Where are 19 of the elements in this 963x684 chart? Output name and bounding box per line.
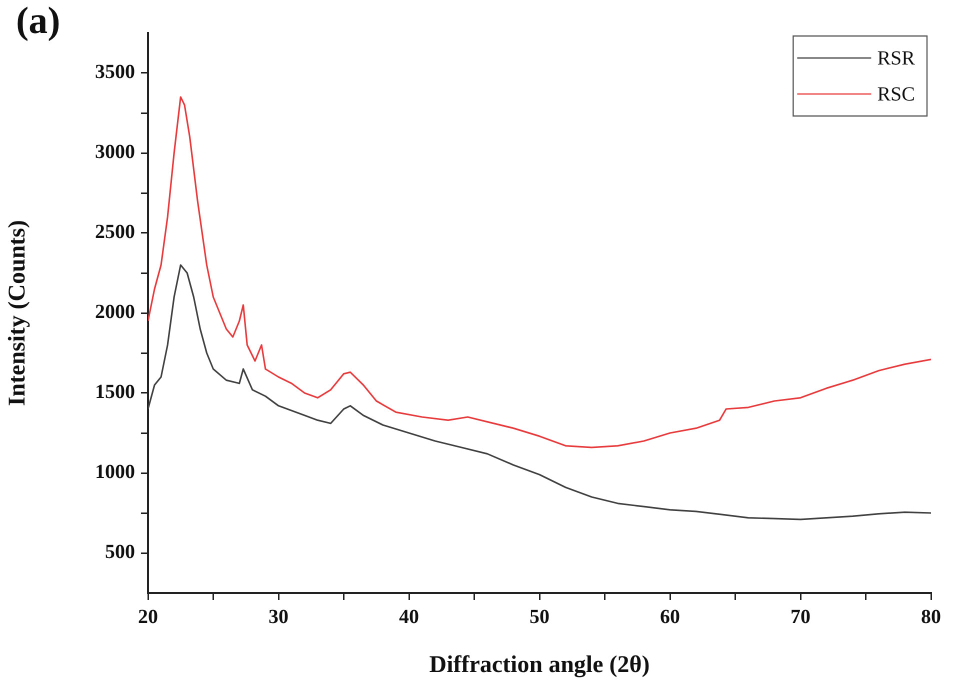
x-tick-label: 20 [138,606,158,628]
x-tick-label: 30 [268,606,288,628]
x-tick-label: 70 [790,606,810,628]
x-axis-title: Diffraction angle (2θ) [429,652,650,678]
legend-label: RSC [877,83,916,106]
y-tick-label: 1000 [95,461,135,484]
y-tick-label: 2500 [95,221,135,244]
y-tick-label: 1500 [95,381,135,404]
y-tick-label: 3500 [95,61,135,84]
legend-label: RSR [877,47,916,70]
y-tick-label: 500 [105,541,135,564]
x-tick-label: 60 [660,606,680,628]
y-axis-title: Intensity (Counts) [4,220,31,406]
x-tick-label: 80 [921,606,941,628]
x-tick-label: 50 [530,606,550,628]
y-tick-label: 3000 [95,141,135,164]
y-tick-label: 2000 [95,301,135,324]
text: (a) [16,0,60,42]
x-tick-label: 40 [399,606,419,628]
